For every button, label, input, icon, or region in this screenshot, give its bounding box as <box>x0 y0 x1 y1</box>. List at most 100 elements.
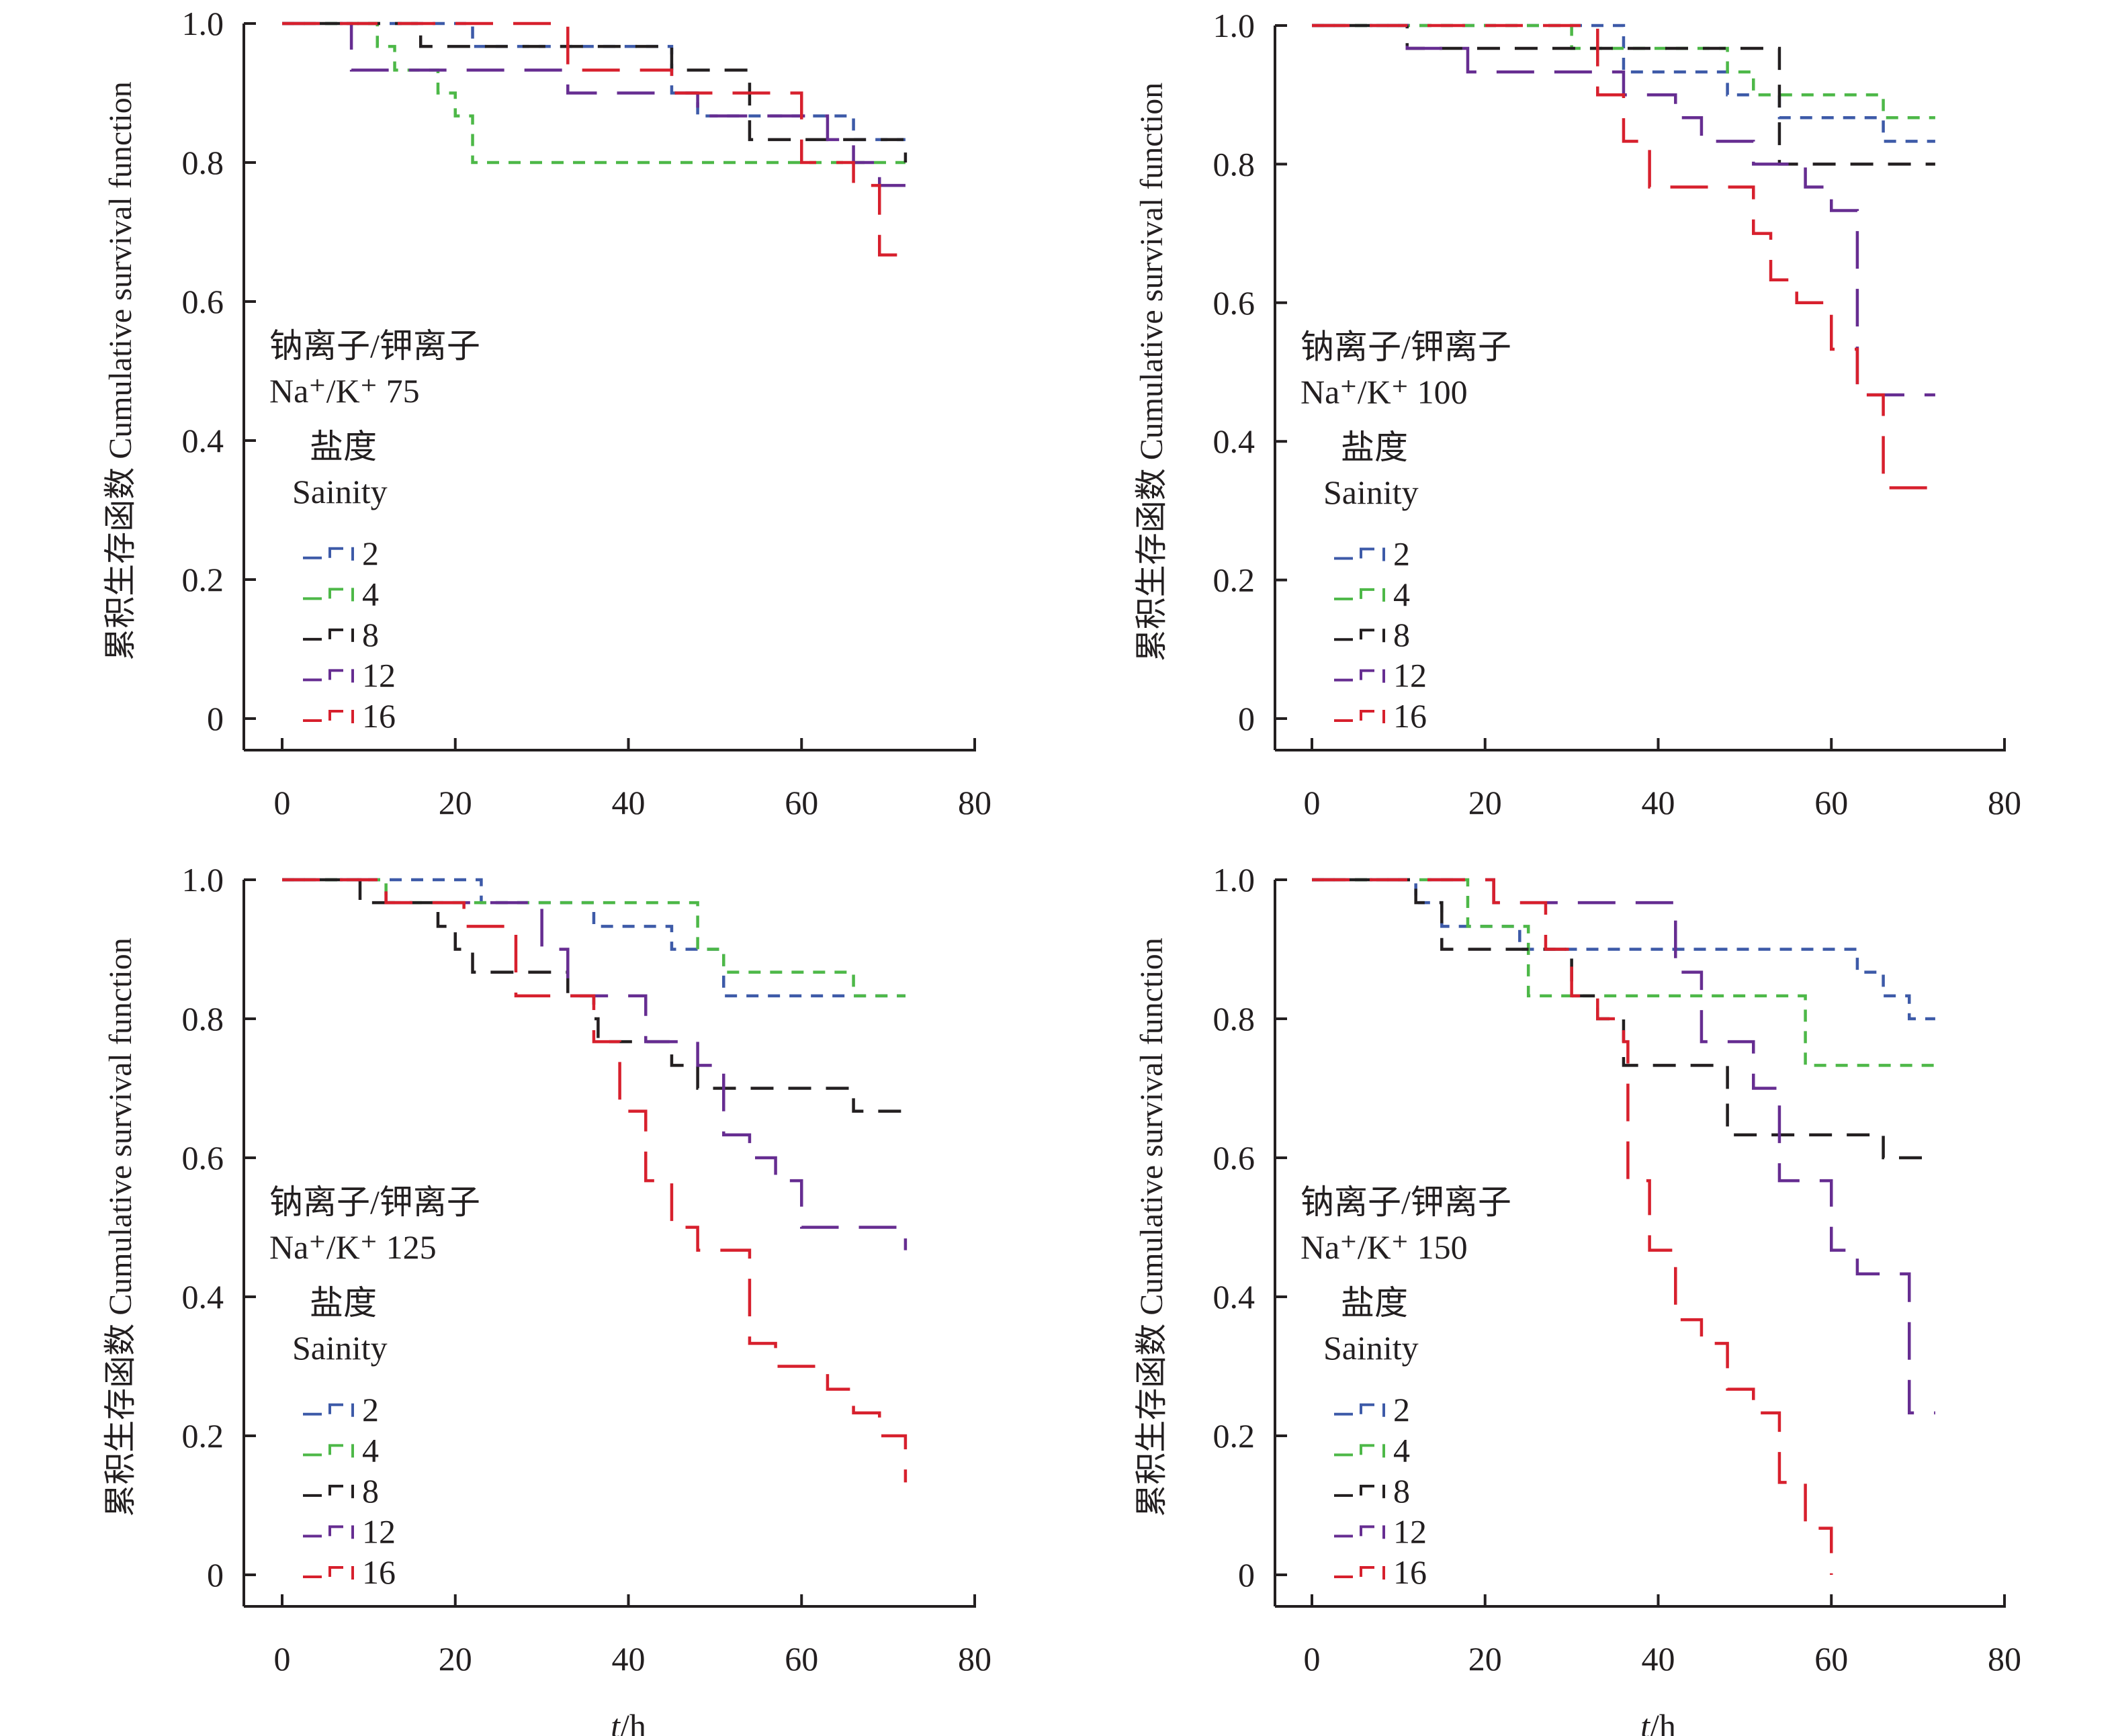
legend-label: 4 <box>1393 1431 1410 1469</box>
y-tick-label: 0.6 <box>182 283 224 320</box>
legend-item-8: 8 <box>1334 1472 1410 1510</box>
legend-swatch <box>1334 1444 1385 1458</box>
legend-label: 16 <box>1393 1553 1427 1591</box>
legend-label: 16 <box>362 697 396 735</box>
legend-swatch <box>1334 1565 1385 1580</box>
y-tick-label: 0.6 <box>182 1139 224 1177</box>
chart-panel-bottom-left: 0 0.2 0.4 0.6 0.8 1.0 0 20 40 60 80 累积生存函数 Cumulati… <box>103 861 991 1736</box>
y-tick-label: 0.8 <box>1213 1000 1255 1038</box>
legend-item-16: 16 <box>1334 1553 1427 1591</box>
legend-swatch <box>303 669 354 683</box>
x-tick-label: 60 <box>1814 1640 1848 1678</box>
x-tick-label: 60 <box>1814 784 1848 821</box>
legend-label: 16 <box>362 1553 396 1591</box>
legend-swatch <box>303 1484 354 1498</box>
survival-curve-salinity-4 <box>282 878 906 998</box>
y-tick-label: 0 <box>1238 1556 1255 1594</box>
chart-panel-top-left: 0 0.2 0.4 0.6 0.8 1.0 0 20 40 60 80 累积生存函数 Cumulati… <box>103 5 991 821</box>
legend-label: 2 <box>1393 1391 1410 1428</box>
chart-panel-bottom-right: 0 0.2 0.4 0.6 0.8 1.0 0 20 40 60 80 累积生存函数 Cumulati… <box>1134 861 2021 1736</box>
y-tick-label: 0.8 <box>182 1000 224 1038</box>
ratio-annotation-en: Na⁺/K⁺ 150 <box>1301 1228 1468 1266</box>
x-tick-label: 60 <box>785 1640 818 1678</box>
legend-label: 4 <box>362 575 379 612</box>
y-tick-label: 0.2 <box>182 561 224 598</box>
survival-curve-salinity-2 <box>1312 878 1935 1021</box>
legend-swatch <box>303 1403 354 1417</box>
survival-curve-salinity-2 <box>282 21 906 142</box>
survival-curve-salinity-8 <box>1312 878 1935 1160</box>
legend-item-8: 8 <box>303 1472 379 1510</box>
x-tick-label: 20 <box>1468 784 1502 821</box>
legend-label: 4 <box>1393 576 1410 613</box>
legend-item-12: 12 <box>303 656 396 694</box>
y-tick-label: 1.0 <box>182 861 224 899</box>
ratio-annotation-en: Na⁺/K⁺ 125 <box>269 1228 437 1266</box>
ratio-annotation-cn: 钠离子/钾离子 <box>269 327 480 365</box>
legend-item-4: 4 <box>1334 1431 1410 1469</box>
y-tick-label: 0 <box>207 700 224 737</box>
y-tick-label: 0.2 <box>182 1417 224 1455</box>
legend-label: 2 <box>362 535 379 572</box>
legend-item-8: 8 <box>303 616 379 653</box>
y-tick-label: 0 <box>1238 700 1255 737</box>
x-tick-label: 20 <box>439 784 472 821</box>
x-tick-label: 0 <box>274 784 291 821</box>
legend-swatch <box>303 709 354 723</box>
legend-title-cn: 盐度 <box>310 428 377 465</box>
legend-item-2: 2 <box>1334 535 1410 572</box>
survival-curve-salinity-4 <box>1312 878 1935 1067</box>
survival-curve-salinity-12 <box>1312 24 1935 397</box>
legend-label: 2 <box>1393 535 1410 572</box>
survival-curve-salinity-16 <box>1312 878 1833 1575</box>
y-tick-label: 0.2 <box>1213 1417 1255 1455</box>
legend-item-4: 4 <box>303 1431 379 1469</box>
legend-item-4: 4 <box>303 575 379 612</box>
survival-curve-salinity-2 <box>282 878 906 998</box>
chart-panel-top-right: 0 0.2 0.4 0.6 0.8 1.0 0 20 40 60 80 累积生存函数 Cumulati… <box>1134 7 2021 821</box>
x-axis-title: t/h <box>1640 1707 1676 1736</box>
survival-curve-salinity-12 <box>1312 878 1935 1415</box>
legend-swatch <box>1334 669 1385 683</box>
legend-item-2: 2 <box>1334 1391 1410 1428</box>
legend-swatch <box>303 1444 354 1458</box>
y-tick-label: 0.8 <box>1213 145 1255 183</box>
x-tick-label: 40 <box>1642 784 1675 821</box>
x-tick-label: 40 <box>612 1640 646 1678</box>
x-tick-label: 20 <box>439 1640 472 1678</box>
legend-title-en: Sainity <box>1323 1329 1419 1367</box>
x-tick-label: 40 <box>1642 1640 1675 1678</box>
legend-item-12: 12 <box>303 1512 396 1550</box>
y-axis-title: 累积生存函数 Cumulative survival function <box>1134 83 1170 662</box>
y-tick-label: 0.6 <box>1213 1139 1255 1177</box>
legend-title-en: Sainity <box>1323 473 1419 511</box>
legend-title-en: Sainity <box>292 473 388 510</box>
x-axis-title: t/h <box>611 1707 646 1736</box>
legend-item-16: 16 <box>303 1553 396 1591</box>
legend-label: 12 <box>1393 657 1427 694</box>
legend-swatch <box>1334 588 1385 602</box>
legend-label: 12 <box>362 656 396 694</box>
ratio-annotation-cn: 钠离子/钾离子 <box>1301 1183 1511 1221</box>
survival-curve-salinity-2 <box>1312 24 1935 143</box>
legend-title-en: Sainity <box>292 1329 388 1367</box>
legend-item-12: 12 <box>1334 1512 1427 1550</box>
y-tick-label: 0.4 <box>1213 422 1255 460</box>
survival-curve-salinity-12 <box>282 21 906 187</box>
legend-item-4: 4 <box>1334 576 1410 613</box>
legend-label: 8 <box>362 616 379 653</box>
survival-curve-salinity-16 <box>282 21 906 257</box>
x-tick-label: 60 <box>785 784 818 821</box>
legend-swatch <box>303 547 354 561</box>
legend-label: 8 <box>362 1472 379 1510</box>
x-tick-label: 80 <box>1988 1640 2021 1678</box>
x-tick-label: 0 <box>1304 784 1321 821</box>
legend-swatch <box>1334 1525 1385 1539</box>
x-tick-label: 0 <box>274 1640 291 1678</box>
survival-curve-salinity-12 <box>282 878 908 1250</box>
x-tick-label: 0 <box>1304 1640 1321 1678</box>
